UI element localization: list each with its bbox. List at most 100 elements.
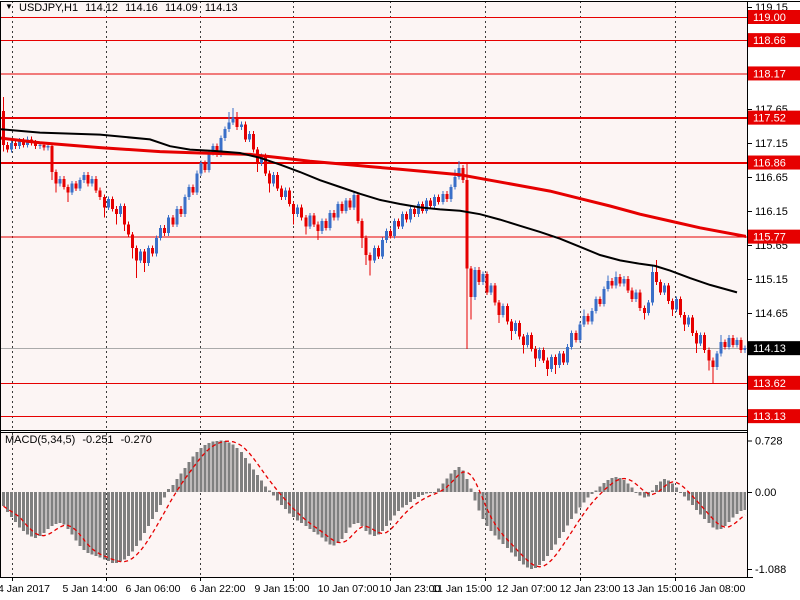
- macd-bar: [183, 467, 187, 492]
- macd-bar: [501, 492, 505, 544]
- macd-bar: [654, 484, 658, 492]
- macd-bar: [175, 479, 179, 492]
- candle-body: [396, 221, 400, 227]
- candle-body: [691, 317, 695, 334]
- macd-bar: [497, 492, 501, 540]
- candle-body: [171, 217, 175, 225]
- macd-bar: [658, 481, 662, 492]
- macd-bar: [699, 492, 703, 515]
- macd-bar: [94, 492, 98, 556]
- macd-bar: [336, 492, 340, 544]
- candle-body: [642, 308, 646, 313]
- macd-bar: [566, 492, 570, 526]
- macd-bar: [267, 490, 271, 492]
- ma-red-line[interactable]: [0, 136, 747, 238]
- candle-body: [687, 317, 691, 325]
- candle-body: [227, 122, 231, 130]
- candle-body: [638, 292, 642, 309]
- macd-bar: [384, 492, 388, 527]
- candle-body: [304, 217, 308, 227]
- candle-body: [517, 323, 521, 337]
- candle-body: [699, 335, 703, 344]
- macd-bar: [167, 489, 171, 492]
- main-chart-background[interactable]: [0, 1, 747, 430]
- macd-bar: [34, 492, 38, 539]
- macd-bar: [388, 492, 392, 521]
- candle-body: [437, 197, 441, 202]
- candle-body: [493, 285, 497, 303]
- candle-body: [175, 208, 179, 225]
- candle-body: [179, 208, 183, 215]
- macd-bar: [650, 490, 654, 492]
- macd-bar: [134, 492, 138, 546]
- macd-bar: [421, 492, 425, 495]
- candle-body: [187, 187, 191, 198]
- macd-bar: [10, 492, 14, 517]
- candle-body: [151, 248, 155, 254]
- macd-bar: [618, 477, 622, 492]
- macd-bar: [582, 492, 586, 503]
- macd-bar: [50, 492, 54, 527]
- macd-bar: [400, 492, 404, 508]
- symbol-dropdown-icon[interactable]: ▼: [5, 2, 13, 11]
- macd-bar: [457, 467, 461, 492]
- macd-bar: [558, 492, 562, 539]
- candle-body: [683, 314, 687, 325]
- macd-bar: [380, 492, 384, 532]
- candle-body: [481, 274, 485, 283]
- macd-bar: [481, 492, 485, 519]
- candle-body: [509, 321, 513, 332]
- macd-bar: [26, 492, 30, 535]
- macd-bar: [247, 463, 251, 492]
- price-tick-label: 114.65: [755, 308, 788, 320]
- macd-bar: [312, 492, 316, 532]
- candle-body: [425, 200, 429, 211]
- ma-black-line[interactable]: [0, 128, 738, 294]
- candle-body: [58, 178, 62, 184]
- macd-bar: [695, 492, 699, 510]
- macd-indicator-title: MACD(5,34,5) -0.251 -0.270: [5, 434, 156, 446]
- time-label: 10 Jan 07:00: [318, 583, 379, 595]
- candle-body: [22, 140, 26, 145]
- candle-body: [259, 156, 263, 164]
- macd-bar: [195, 452, 199, 492]
- macd-bar: [719, 492, 723, 529]
- candle-body: [384, 231, 388, 241]
- level-badge-113.62: [748, 375, 800, 390]
- candle-body: [34, 142, 38, 147]
- macd-bar: [666, 480, 670, 492]
- candle-body: [626, 278, 630, 291]
- current-price-badge-label: 114.13: [753, 343, 786, 355]
- candle-body: [284, 190, 288, 198]
- macd-bar: [461, 470, 465, 492]
- candle-body: [558, 353, 562, 366]
- candle-body: [163, 227, 167, 234]
- candle-body: [70, 183, 74, 193]
- candle-body: [62, 178, 66, 187]
- candle-body: [336, 204, 340, 218]
- macd-bar: [590, 492, 594, 495]
- candle-body: [356, 195, 360, 221]
- candle-body: [54, 172, 58, 184]
- candle-body: [634, 292, 638, 300]
- macd-signal-line[interactable]: [3, 440, 746, 568]
- macd-bar: [126, 492, 130, 556]
- candle-body: [485, 274, 489, 293]
- macd-bar: [449, 473, 453, 492]
- candle-body: [562, 353, 566, 363]
- macd-tick-label: 0.00: [755, 487, 776, 499]
- macd-bar: [546, 492, 550, 556]
- macd-bar: [409, 492, 413, 502]
- macd-bar: [570, 492, 574, 519]
- macd-bar: [106, 492, 110, 561]
- candle-body: [118, 206, 122, 215]
- candle-body: [735, 340, 739, 345]
- macd-signal-value: -0.270: [120, 434, 152, 446]
- macd-bar: [441, 483, 445, 492]
- candle-body: [74, 183, 78, 189]
- candle-body: [529, 335, 533, 349]
- candle-body: [263, 156, 267, 174]
- candle-body: [433, 197, 437, 207]
- candle-body: [400, 214, 404, 227]
